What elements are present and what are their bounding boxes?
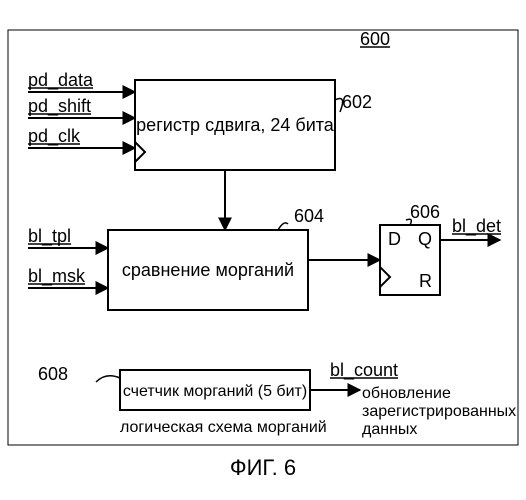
label-compare: сравнение морганий — [122, 260, 294, 280]
dff-Q: Q — [418, 229, 432, 249]
update-line3: данных — [362, 421, 417, 438]
ref-602: 602 — [342, 92, 372, 112]
leader-608 — [96, 376, 120, 382]
figure-caption: ФИГ. 6 — [230, 455, 296, 480]
figure-ref: 600 — [360, 29, 390, 49]
ref-608: 608 — [38, 364, 68, 384]
footer-label: логическая схема морганий — [120, 419, 327, 436]
ref-604: 604 — [294, 206, 324, 226]
update-line2: зарегистрированных — [362, 403, 516, 420]
label-counter: счетчик морганий (5 бит) — [123, 383, 307, 400]
dff-R: R — [419, 271, 432, 291]
leader-604 — [278, 223, 288, 230]
ref-606: 606 — [410, 202, 440, 222]
label-shift-register: регистр сдвига, 24 бита — [136, 115, 335, 135]
dff-D: D — [388, 229, 401, 249]
update-line1: обновление — [362, 385, 451, 402]
